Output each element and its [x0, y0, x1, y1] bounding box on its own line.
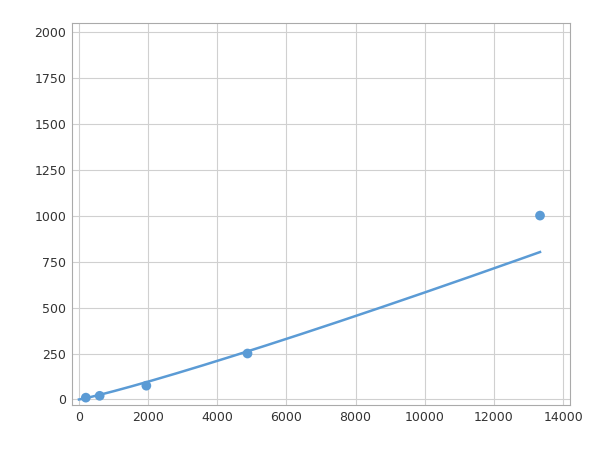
Point	[535, 212, 545, 219]
Point	[95, 392, 104, 400]
Point	[243, 350, 253, 357]
Point	[81, 394, 91, 401]
Point	[142, 382, 151, 389]
